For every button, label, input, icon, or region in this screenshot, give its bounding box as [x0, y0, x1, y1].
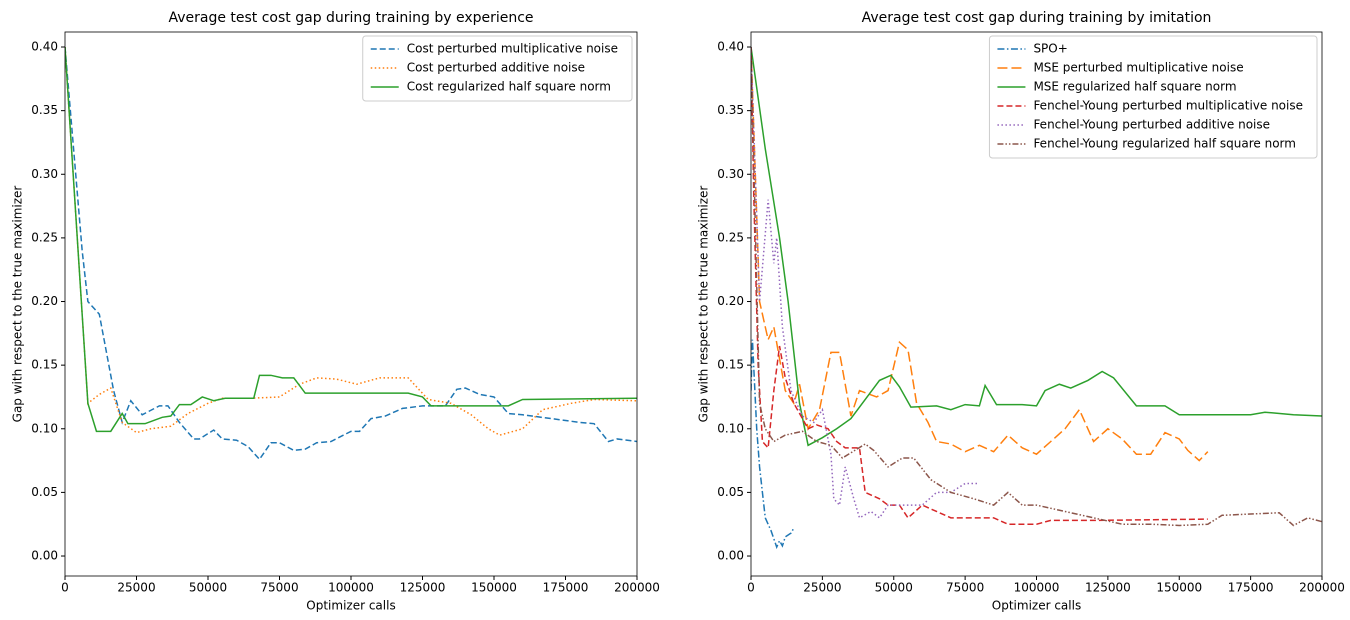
x-axis-label: Optimizer calls: [306, 599, 395, 613]
x-tick-label: 125000: [1085, 581, 1131, 595]
y-tick-label: 0.30: [717, 167, 744, 181]
x-tick-label: 175000: [1228, 581, 1274, 595]
y-tick-label: 0.10: [717, 421, 744, 435]
subplot: Average test cost gap during training by…: [11, 10, 660, 613]
x-tick-label: 100000: [1014, 581, 1060, 595]
y-tick-label: 0.30: [31, 167, 58, 181]
x-axis-label: Optimizer calls: [992, 599, 1081, 613]
subplot: Average test cost gap during training by…: [697, 10, 1345, 613]
x-tick-label: 75000: [946, 581, 984, 595]
y-tick-label: 0.40: [717, 40, 744, 54]
x-tick-label: 200000: [614, 581, 660, 595]
y-tick-label: 0.25: [717, 230, 744, 244]
legend-label: Cost perturbed multiplicative noise: [407, 42, 618, 56]
y-tick-label: 0.00: [717, 549, 744, 563]
x-tick-label: 175000: [543, 581, 589, 595]
legend-frame: [362, 35, 633, 102]
x-tick-label: 50000: [189, 581, 227, 595]
plot-frame: [750, 31, 1323, 577]
data-line: [65, 46, 637, 461]
legend-label: Fenchel-Young regularized half square no…: [1033, 137, 1296, 151]
data-line: [751, 46, 1209, 462]
x-tick-label: 150000: [471, 581, 517, 595]
x-tick-label: 75000: [260, 581, 298, 595]
legend-frame: [988, 35, 1318, 159]
x-tick-label: 0: [61, 581, 69, 595]
legend-label: MSE regularized half square norm: [1033, 80, 1236, 94]
y-axis-label: Gap with respect to the true maximizer: [11, 186, 25, 423]
data-line: [65, 46, 637, 433]
y-tick-label: 0.10: [31, 421, 58, 435]
y-tick-label: 0.35: [31, 103, 58, 117]
y-tick-label: 0.40: [31, 40, 58, 54]
y-tick-label: 0.00: [31, 549, 58, 563]
chart-title: Average test cost gap during training by…: [168, 10, 533, 26]
x-tick-label: 25000: [117, 581, 155, 595]
y-tick-label: 0.15: [31, 358, 58, 372]
data-line: [751, 47, 1208, 525]
data-line: [751, 339, 795, 550]
legend-label: Fenchel-Young perturbed multiplicative n…: [1033, 99, 1303, 113]
legend-label: SPO+: [1033, 42, 1067, 56]
y-tick-label: 0.20: [717, 294, 744, 308]
legend-label: Cost regularized half square norm: [407, 80, 611, 94]
y-tick-label: 0.20: [31, 294, 58, 308]
y-axis-label: Gap with respect to the true maximizer: [697, 186, 711, 423]
y-tick-label: 0.25: [31, 230, 58, 244]
y-tick-label: 0.15: [717, 358, 744, 372]
chart-title: Average test cost gap during training by…: [862, 10, 1212, 26]
plot-frame: [64, 31, 638, 577]
y-tick-label: 0.35: [717, 103, 744, 117]
x-tick-label: 150000: [1156, 581, 1202, 595]
x-tick-label: 0: [747, 581, 755, 595]
data-line: [751, 46, 1322, 447]
x-tick-label: 100000: [328, 581, 374, 595]
x-tick-label: 25000: [803, 581, 841, 595]
x-tick-label: 50000: [875, 581, 913, 595]
data-line: [65, 46, 637, 436]
y-tick-label: 0.05: [717, 485, 744, 499]
x-tick-label: 200000: [1299, 581, 1345, 595]
y-tick-label: 0.05: [31, 485, 58, 499]
legend: SPO+ MSE perturbed multiplicative noise MS…: [988, 35, 1318, 159]
legend-label: Cost perturbed additive noise: [407, 61, 585, 75]
legend-label: Fenchel-Young perturbed additive noise: [1033, 118, 1270, 132]
legend-label: MSE perturbed multiplicative noise: [1033, 61, 1243, 75]
x-tick-label: 125000: [400, 581, 446, 595]
legend: Cost perturbed multiplicative noise Cost …: [362, 35, 633, 102]
